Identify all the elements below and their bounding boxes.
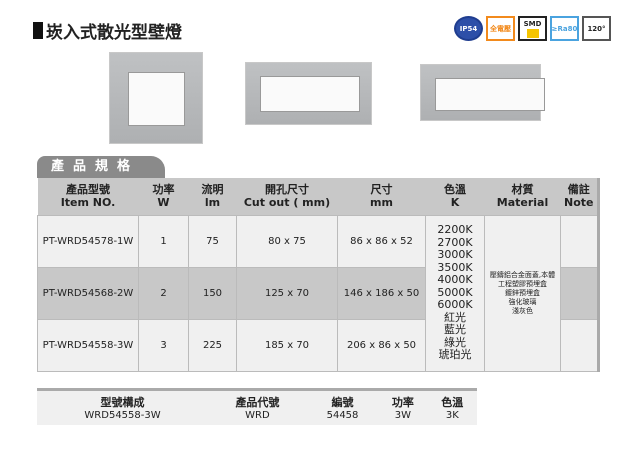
note-cell bbox=[560, 318, 599, 372]
table-row: PT-WRD54558-3W 3 225 185 x 70 206 x 86 x 50 bbox=[37, 318, 599, 372]
material-cell: 壓鑄鋁合金面蓋,本體 工程塑膠預埋盒 鍍鋅預埋盒 強化玻璃 淺灰色 bbox=[484, 214, 561, 372]
beam-angle-icon: 120° bbox=[582, 16, 611, 41]
col-k: 色溫 K bbox=[425, 178, 485, 215]
product-image-3 bbox=[420, 64, 545, 121]
section-tab-specs: 產品規格 bbox=[37, 156, 165, 178]
title-block-icon bbox=[33, 22, 43, 39]
product-image-1 bbox=[109, 52, 203, 144]
table-row: PT-WRD54568-2W 2 150 125 x 70 146 x 186 x 50 bbox=[37, 266, 599, 320]
col-lm: 流明 lm bbox=[188, 178, 237, 215]
product-image-2 bbox=[245, 62, 372, 125]
note-cell bbox=[560, 214, 599, 268]
col-w: 功率 W bbox=[138, 178, 189, 215]
ra80-icon: ≥Ra80 bbox=[550, 16, 579, 41]
col-cutout: 開孔尺寸 Cut out ( mm) bbox=[236, 178, 338, 215]
ip54-icon: IP54 bbox=[454, 16, 483, 41]
spec-header-row: 產品型號 Item NO. 功率 W 流明 lm 開孔尺寸 Cut out ( mm) … bbox=[37, 178, 599, 215]
col-size: 尺寸 mm bbox=[337, 178, 426, 215]
col-note: 備註 Note bbox=[560, 178, 599, 215]
full-voltage-icon: 全電壓 bbox=[486, 16, 515, 41]
page-title: 崁入式散光型壁燈 bbox=[33, 18, 182, 43]
spec-table: 產品型號 Item NO. 功率 W 流明 lm 開孔尺寸 Cut out ( mm) … bbox=[37, 178, 600, 372]
table-row: PT-WRD54578-1W 1 75 80 x 75 86 x 86 x 52 220… bbox=[37, 214, 599, 372]
col-material: 材質 Material bbox=[484, 178, 561, 215]
note-cell bbox=[560, 266, 599, 320]
model-code-table: 型號構成 產品代號 編號 功率 色溫 WRD54558-3W WRD 54458 3W 3K bbox=[37, 388, 477, 425]
col-item: 產品型號 Item NO. bbox=[37, 178, 139, 215]
color-temp-list: 2200K 2700K 3000K 3500K 4000K 5000K 6000K 紅光 藍光綠… bbox=[425, 214, 485, 372]
smd-icon: SMD bbox=[518, 16, 547, 41]
feature-icons: IP54 全電壓 SMD ≥Ra80 120° bbox=[454, 16, 611, 41]
